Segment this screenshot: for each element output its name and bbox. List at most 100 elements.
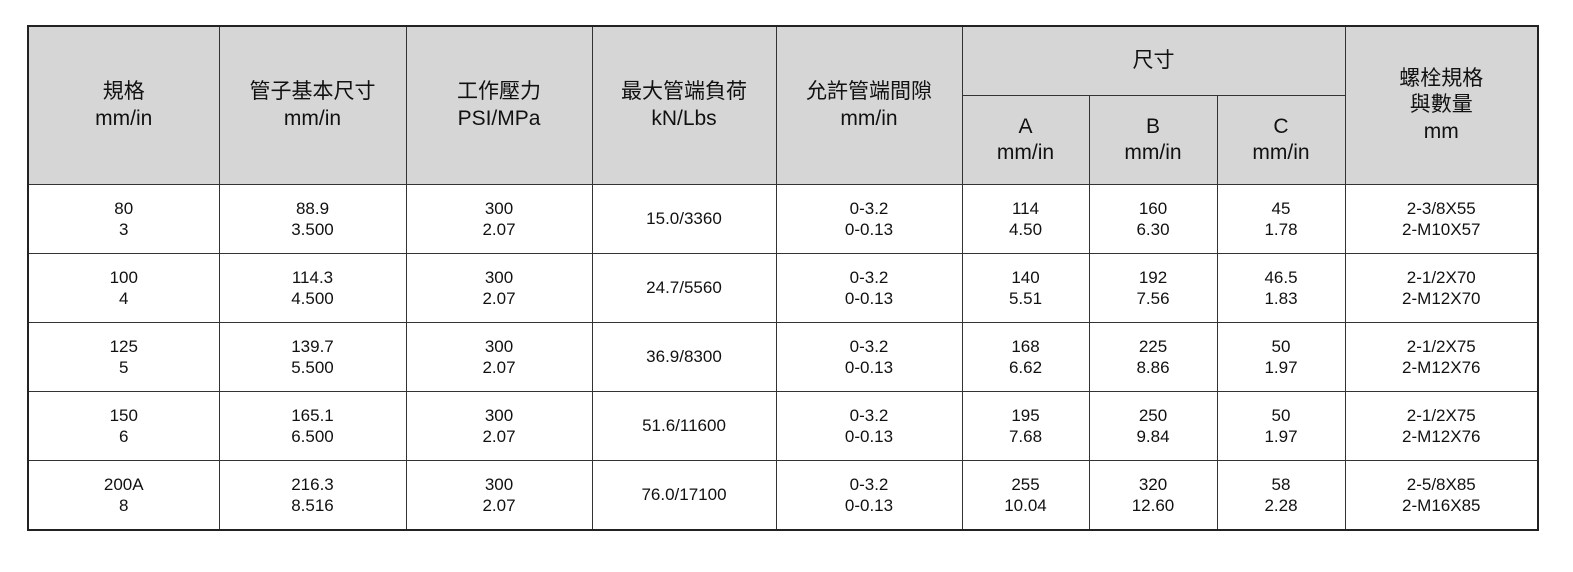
cell-dim-c-mm: 45 <box>1271 198 1291 218</box>
cell-pressure-mpa: 2.07 <box>482 289 516 308</box>
header-pipe-size: 管子基本尺寸 mm/in <box>218 25 407 185</box>
cell-pipe-mm: 139.7 <box>291 336 334 356</box>
cell-dim-a-mm: 114 <box>1011 198 1040 218</box>
cell-pipe-mm: 88.9 <box>295 198 330 218</box>
cell-pressure-psi: 300 <box>484 474 514 494</box>
cell-bolt-imperial: 2-1/2X75 <box>1406 405 1476 425</box>
cell-pipe-in: 4.500 <box>291 289 334 308</box>
header-dim-b-title: B <box>1145 114 1160 138</box>
cell-dim-c-in: 2.28 <box>1264 495 1298 515</box>
cell-dim-b: 225 8.86 <box>1088 322 1218 392</box>
cell-spec-mm: 80 <box>114 198 134 218</box>
cell-dim-c-in: 1.97 <box>1264 358 1298 377</box>
cell-bolt-imperial: 2-1/2X75 <box>1406 336 1476 356</box>
cell-bolt-metric: 2-M10X57 <box>1402 220 1481 239</box>
cell-pipe-mm: 165.1 <box>291 405 334 425</box>
cell-pressure-psi: 300 <box>484 336 514 356</box>
cell-pipe-mm: 216.3 <box>291 474 334 494</box>
header-spec-title: 規格 <box>102 80 145 104</box>
header-row: 規格 mm/in 管子基本尺寸 mm/in 工作壓力 PSI/MPa 最大管端負… <box>27 25 1539 185</box>
header-dim-b: B mm/in <box>1088 95 1218 185</box>
header-pipe-size-title: 管子基本尺寸 <box>249 80 376 104</box>
cell-spec-in: 4 <box>119 289 129 308</box>
cell-pressure-psi: 300 <box>484 198 514 218</box>
header-working-pressure: 工作壓力 PSI/MPa <box>405 25 593 185</box>
cell-dim-a: 140 5.51 <box>961 253 1090 323</box>
cell-pressure-mpa: 2.07 <box>482 495 516 515</box>
header-dimension-group: 尺寸 <box>961 25 1346 96</box>
cell-pipe-in: 6.500 <box>291 427 334 446</box>
cell-pressure: 300 2.07 <box>405 460 593 530</box>
cell-gap-in: 0-0.13 <box>844 495 894 515</box>
cell-pressure: 300 2.07 <box>405 322 593 392</box>
cell-dim-a: 195 7.68 <box>961 391 1090 461</box>
cell-bolt: 2-3/8X55 2-M10X57 <box>1344 184 1539 254</box>
cell-bolt-metric: 2-M16X85 <box>1402 495 1481 515</box>
cell-dim-b: 160 6.30 <box>1088 184 1218 254</box>
cell-gap-mm: 0-3.2 <box>849 267 889 287</box>
cell-dim-b: 320 12.60 <box>1088 460 1218 530</box>
header-bolt-subtitle: 與數量 <box>1409 93 1473 117</box>
cell-pipe-in: 3.500 <box>291 220 334 239</box>
cell-pressure: 300 2.07 <box>405 391 593 461</box>
cell-dim-b-mm: 225 <box>1138 336 1168 356</box>
cell-bolt-imperial: 2-3/8X55 <box>1406 198 1476 218</box>
header-bolt-unit: mm <box>1423 119 1459 143</box>
cell-dim-c-mm: 50 <box>1271 405 1291 425</box>
cell-bolt: 2-1/2X75 2-M12X76 <box>1344 322 1539 392</box>
header-spec-unit: mm/in <box>95 106 153 130</box>
header-max-end-load-title: 最大管端負荷 <box>621 80 747 104</box>
header-working-pressure-unit: PSI/MPa <box>457 106 541 130</box>
cell-dim-a: 114 4.50 <box>961 184 1090 254</box>
cell-dim-a: 168 6.62 <box>961 322 1090 392</box>
cell-dim-b-mm: 192 <box>1138 267 1168 287</box>
header-dim-a-title: A <box>1018 114 1033 138</box>
table-row: 100 4 114.3 4.500 300 2.07 24.7/5560 0-3.2 0… <box>27 253 1539 323</box>
header-spec: 規格 mm/in <box>27 25 220 185</box>
cell-bolt-metric: 2-M12X76 <box>1402 358 1481 377</box>
cell-load: 51.6/11600 <box>591 391 777 461</box>
cell-dim-b-mm: 250 <box>1138 405 1168 425</box>
cell-dim-a-in: 7.68 <box>1008 427 1043 446</box>
cell-spec-mm: 125 <box>109 336 138 356</box>
cell-dim-c: 50 1.97 <box>1216 322 1346 392</box>
header-max-end-load: 最大管端負荷 kN/Lbs <box>591 25 777 185</box>
cell-bolt: 2-1/2X70 2-M12X70 <box>1344 253 1539 323</box>
cell-spec: 80 3 <box>27 184 220 254</box>
cell-gap: 0-3.2 0-0.13 <box>775 184 963 254</box>
cell-dim-c-in: 1.78 <box>1264 220 1298 239</box>
cell-gap-in: 0-0.13 <box>844 358 894 377</box>
cell-dim-b-mm: 320 <box>1138 474 1168 494</box>
cell-pipe-in: 8.516 <box>291 495 334 515</box>
cell-spec-in: 6 <box>119 427 129 446</box>
cell-spec-mm: 100 <box>109 267 138 287</box>
cell-bolt: 2-1/2X75 2-M12X76 <box>1344 391 1539 461</box>
table-row: 80 3 88.9 3.500 300 2.07 15.0/3360 0-3.2 0-0… <box>27 184 1539 254</box>
cell-dim-a-mm: 255 <box>1011 474 1040 494</box>
header-end-gap-title: 允許管端間隙 <box>806 80 932 104</box>
cell-pipe: 216.3 8.516 <box>218 460 407 530</box>
cell-dim-c: 50 1.97 <box>1216 391 1346 461</box>
cell-pipe: 88.9 3.500 <box>218 184 407 254</box>
cell-dim-b-in: 8.86 <box>1136 358 1170 377</box>
cell-spec: 200A 8 <box>27 460 220 530</box>
cell-pressure-psi: 300 <box>484 405 514 425</box>
cell-dim-c-in: 1.97 <box>1264 427 1298 446</box>
cell-pipe-in: 5.500 <box>291 358 334 377</box>
header-end-gap: 允許管端間隙 mm/in <box>775 25 963 185</box>
header-dim-c-title: C <box>1273 114 1289 138</box>
cell-gap: 0-3.2 0-0.13 <box>775 253 963 323</box>
cell-dim-a-in: 4.50 <box>1008 220 1043 239</box>
cell-bolt-imperial: 2-5/8X85 <box>1406 474 1476 494</box>
cell-spec-in: 8 <box>119 495 129 515</box>
header-dim-a-unit: mm/in <box>996 141 1055 164</box>
cell-dim-a-in: 6.62 <box>1008 358 1043 377</box>
header-dim-b-unit: mm/in <box>1124 141 1182 164</box>
cell-spec: 100 4 <box>27 253 220 323</box>
table-body: 80 3 88.9 3.500 300 2.07 15.0/3360 0-3.2 0-0… <box>27 184 1539 530</box>
cell-dim-c-mm: 58 <box>1271 474 1291 494</box>
cell-dim-a-in: 5.51 <box>1008 289 1043 308</box>
cell-dim-a-mm: 140 <box>1011 267 1040 287</box>
cell-dim-c-mm: 50 <box>1271 336 1291 356</box>
header-pipe-size-unit: mm/in <box>283 106 342 130</box>
